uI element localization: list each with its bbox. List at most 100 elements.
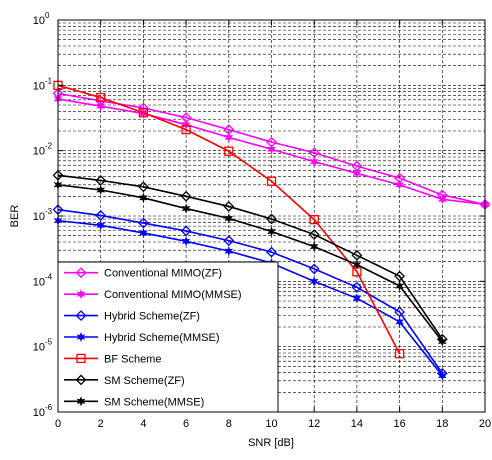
y-tick-exponent: 0	[45, 11, 50, 20]
data-point	[266, 226, 277, 237]
legend: Conventional MIMO(ZF) Conventional MIMO(M…	[57, 261, 279, 413]
y-tick-exponent: -3	[45, 207, 53, 216]
legend-label: Hybrid Scheme(ZF)	[104, 311, 200, 323]
data-point	[394, 270, 406, 282]
data-point	[395, 280, 405, 292]
data-point	[266, 213, 277, 225]
x-tick-label: 20	[479, 418, 491, 430]
y-tick-label: 10	[33, 15, 45, 27]
data-point	[309, 276, 319, 287]
y-tick-label: 10	[33, 211, 45, 223]
legend-swatch-marker	[75, 310, 87, 321]
y-tick-label: 10	[33, 407, 45, 419]
y-tick-exponent: -6	[45, 403, 53, 412]
x-tick-label: 18	[436, 418, 448, 430]
data-point	[223, 235, 235, 247]
data-point	[394, 349, 405, 359]
data-point	[224, 213, 234, 224]
data-point	[309, 156, 319, 167]
data-point	[437, 336, 447, 347]
legend-label: SM Scheme(ZF)	[104, 375, 185, 387]
data-point	[309, 214, 319, 225]
x-tick-label: 4	[140, 418, 146, 430]
x-tick-label: 12	[308, 418, 320, 430]
x-tick-label: 8	[226, 418, 232, 430]
legend-swatch-marker	[76, 288, 86, 300]
series-line	[57, 92, 486, 206]
legend-entry: BF Scheme	[64, 353, 161, 365]
data-point	[224, 146, 234, 156]
data-point	[266, 144, 277, 155]
data-point	[309, 241, 319, 252]
x-tick-label: 0	[55, 418, 61, 430]
y-axis-label: BER	[9, 205, 21, 228]
y-tick-label: 10	[33, 276, 45, 288]
legend-label: Hybrid Scheme(MMSE)	[104, 332, 220, 344]
data-point	[180, 190, 192, 202]
data-point	[223, 201, 235, 212]
x-tick-label: 16	[393, 418, 405, 430]
data-point	[96, 100, 106, 112]
legend-entry: Hybrid Scheme(MMSE)	[64, 331, 220, 344]
x-tick-label: 10	[265, 418, 277, 430]
data-point	[224, 245, 234, 257]
legend-swatch-marker	[75, 267, 87, 279]
legend-swatch-marker	[76, 396, 86, 407]
y-tick-exponent: -1	[45, 76, 53, 85]
data-point	[394, 306, 406, 318]
data-point	[181, 124, 191, 135]
data-point	[96, 92, 106, 103]
series-line	[57, 174, 443, 340]
data-point	[137, 181, 149, 193]
series-4	[53, 80, 405, 359]
x-tick-label: 2	[98, 418, 104, 430]
y-tick-exponent: -5	[45, 338, 53, 347]
data-point	[266, 176, 277, 186]
legend-label: BF Scheme	[104, 353, 161, 365]
series-line	[57, 84, 401, 355]
data-point	[224, 132, 234, 143]
legend-swatch-marker	[76, 353, 86, 364]
data-point	[437, 370, 447, 381]
series-line	[57, 219, 443, 377]
data-point	[181, 203, 191, 214]
data-point	[95, 210, 107, 221]
data-point	[266, 246, 277, 258]
data-point	[96, 220, 106, 231]
data-point	[308, 229, 320, 240]
data-point	[181, 236, 191, 247]
legend-entry: SM Scheme(MMSE)	[64, 396, 204, 408]
series-line	[57, 208, 443, 374]
legend-label: Conventional MIMO(MMSE)	[104, 289, 242, 301]
data-point	[395, 179, 405, 191]
legend-swatch-marker	[76, 331, 86, 343]
data-point	[137, 217, 149, 229]
legend-entry: Conventional MIMO(ZF)	[64, 267, 222, 280]
y-tick-label: 10	[33, 80, 45, 92]
data-point	[395, 316, 405, 328]
series-line	[57, 184, 443, 342]
data-point	[96, 184, 106, 196]
data-point	[138, 227, 148, 239]
y-tick-exponent: -2	[45, 142, 53, 151]
legend-entry: SM Scheme(ZF)	[64, 374, 185, 387]
x-tick-label: 6	[183, 418, 189, 430]
legend-swatch-marker	[75, 374, 87, 386]
data-point	[180, 225, 192, 237]
data-point	[352, 293, 362, 304]
y-tick-label: 10	[33, 146, 45, 158]
data-point	[351, 281, 363, 293]
data-point	[437, 194, 447, 205]
y-tick-label: 10	[33, 342, 45, 354]
data-point	[352, 259, 362, 270]
legend-entry: Hybrid Scheme(ZF)	[64, 310, 200, 323]
data-point	[138, 108, 149, 118]
y-tick-exponent: -4	[45, 272, 53, 281]
legend-entry: Conventional MIMO(MMSE)	[64, 288, 242, 301]
x-tick-label: 14	[351, 418, 363, 430]
legend-label: SM Scheme(MMSE)	[104, 396, 204, 408]
series-layer	[52, 80, 491, 381]
data-point	[308, 263, 320, 275]
data-point	[352, 168, 362, 179]
